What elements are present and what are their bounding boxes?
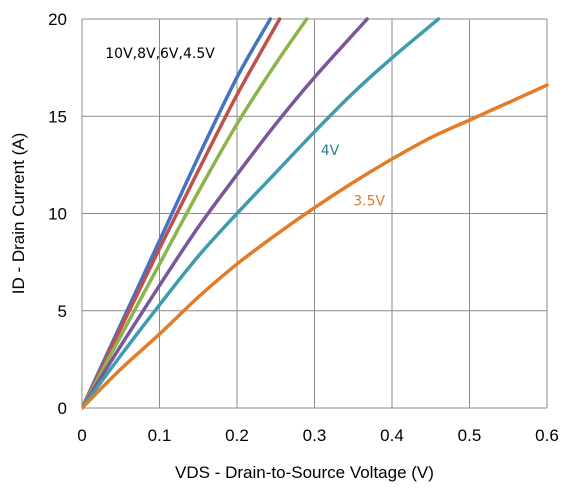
x-tick-label: 0 [77, 426, 86, 445]
y-tick-label: 0 [58, 399, 67, 418]
plot-grid [81, 18, 548, 409]
curve-annotation: 10V,8V,6V,4.5V [105, 46, 215, 62]
curve-annotation: 3.5V [353, 194, 385, 210]
series-line-2 [82, 17, 282, 410]
axis-ticks: 0 0.1 0.2 0.3 0.4 0.5 0.6 0 5 10 15 20 [48, 10, 559, 445]
series-line-5 [82, 17, 441, 410]
x-tick-label: 0.3 [303, 426, 327, 445]
x-axis-title: VDS - Drain-to-Source Voltage (V) [175, 463, 434, 482]
y-tick-label: 10 [48, 205, 67, 224]
x-tick-label: 0.1 [148, 426, 172, 445]
x-tick-label: 0.6 [535, 426, 559, 445]
x-tick-label: 0.5 [458, 426, 482, 445]
series-line-6 [82, 83, 549, 410]
x-tick-label: 0.2 [225, 426, 249, 445]
curve-annotations: 10V,8V,6V,4.5V 4V 3.5V [105, 46, 385, 210]
series-line-3 [82, 17, 309, 410]
y-tick-label: 20 [48, 10, 67, 29]
plot-series [82, 17, 549, 410]
y-tick-label: 5 [58, 302, 67, 321]
x-tick-label: 0.4 [380, 426, 404, 445]
y-axis-title: ID - Drain Current (A) [9, 133, 28, 295]
series-line-4 [82, 17, 369, 410]
y-tick-label: 15 [48, 107, 67, 126]
curve-annotation: 4V [321, 143, 340, 159]
